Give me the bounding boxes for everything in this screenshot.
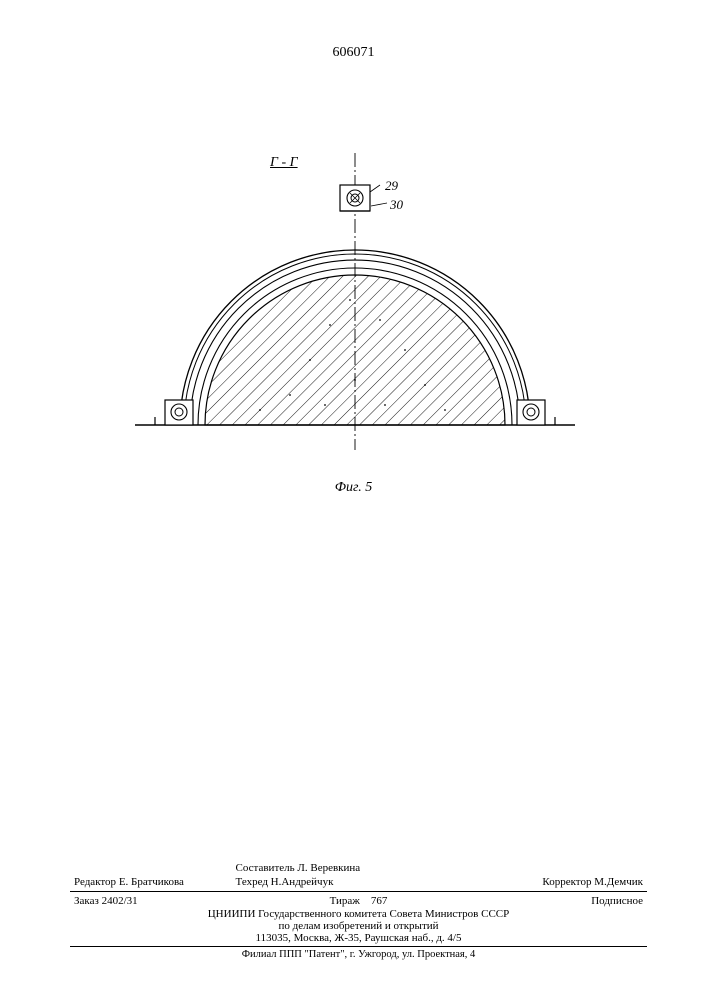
compiler-label: Составитель — [236, 862, 295, 874]
divider — [70, 891, 647, 892]
branch-line: Филиал ППП "Патент", г. Ужгород, ул. Про… — [70, 949, 647, 960]
compiler-name: Л. Веревкина — [297, 862, 360, 874]
signed-label: Подписное — [591, 895, 643, 907]
figure-svg — [125, 150, 585, 460]
techred-label: Техред — [236, 876, 268, 888]
techred-name: Н.Андрейчук — [271, 876, 334, 888]
corrector-label: Корректор — [542, 876, 591, 888]
org-line-3: 113035, Москва, Ж-35, Раушская наб., д. … — [70, 932, 647, 944]
org-line-2: по делам изобретений и открытий — [70, 920, 647, 932]
editor-name: Е. Братчикова — [119, 876, 184, 888]
org-line-1: ЦНИИПИ Государственного комитета Совета … — [70, 908, 647, 920]
order-number: 2402/31 — [102, 895, 138, 907]
tirage-label: Тираж — [330, 895, 360, 907]
editor-label: Редактор — [74, 876, 116, 888]
order-label: Заказ — [74, 895, 99, 907]
footer-block: Составитель Л. Веревкина Редактор Е. Бра… — [70, 861, 647, 960]
figure-5 — [125, 150, 585, 480]
tirage-number: 767 — [371, 895, 388, 907]
corrector-name: М.Демчик — [594, 876, 643, 888]
document-number: 606071 — [0, 45, 707, 61]
figure-caption: Фиг. 5 — [0, 480, 707, 496]
divider — [70, 946, 647, 947]
